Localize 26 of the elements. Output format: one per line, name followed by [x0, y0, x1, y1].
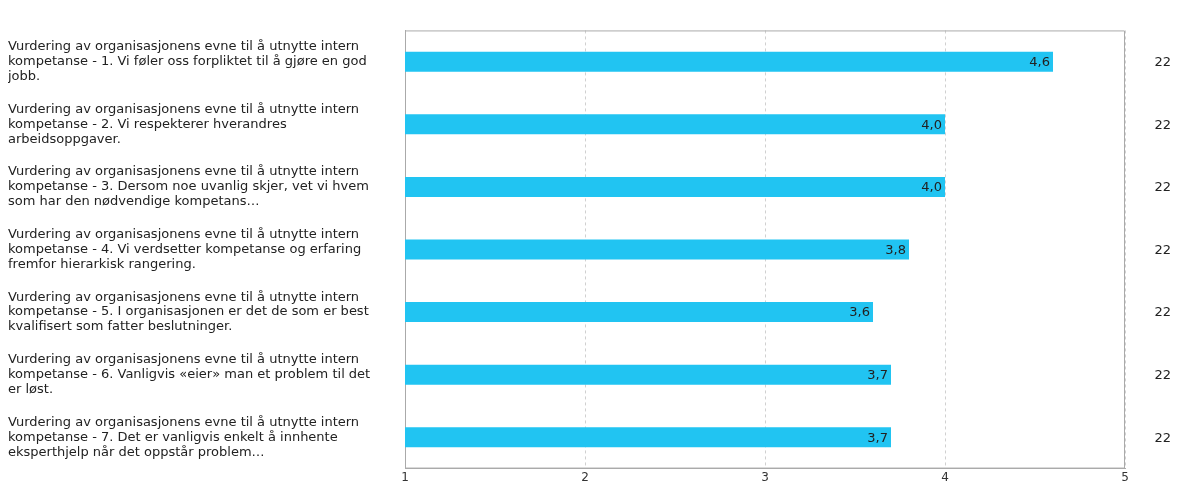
data-label: 3,7 — [867, 367, 888, 383]
text: 22 — [1154, 179, 1171, 195]
text: 22 — [1154, 367, 1171, 383]
text: 22 — [1154, 429, 1171, 445]
x-tick-label: 1 — [401, 469, 409, 484]
y-tick-label: Vurdering av organisasjonens evne til å utnytte intern kompetanse - 4. Vi verdsetter kompetanse og erfaring fremfor hierarkisk rangering. — [8, 225, 362, 271]
data-label: 4,6 — [1029, 54, 1050, 70]
y-tick-label: Vurdering av organisasjonens evne til å utnytte intern kompetanse - 5. I organisasjonen er det de som er best kvalifisert som fatter beslutninger. — [8, 288, 369, 334]
text: 22 — [1154, 241, 1171, 257]
data-label: 3,8 — [885, 241, 906, 257]
x-tick-label: 5 — [1121, 469, 1129, 484]
data-label: 3,7 — [867, 429, 888, 445]
x-tick-label: 3 — [761, 469, 769, 484]
text: 22 — [1154, 116, 1171, 132]
x-tick-label: 2 — [581, 469, 589, 484]
y-tick-label: Vurdering av organisasjonens evne til å utnytte intern kompetanse - 1. Vi føler oss forpliktet til å gjøre en god jobb. — [7, 38, 367, 84]
text: 22 — [1154, 54, 1171, 70]
data-label: 3,6 — [849, 304, 870, 320]
text: 22 — [1154, 304, 1171, 320]
y-tick-label: Vurdering av organisasjonens evne til å utnytte intern kompetanse - 3. Dersom noe uvanlig skjer, vet vi hvem som har den nødvendige kompetans… — [8, 163, 369, 209]
x-tick-label: 4 — [941, 469, 949, 484]
y-tick-label: Vurdering av organisasjonens evne til å utnytte intern kompetanse - 7. Det er vanligvis enkelt å innhente eksperthjelp når det oppstår problem… — [8, 413, 360, 459]
y-tick-label: Vurdering av organisasjonens evne til å utnytte intern kompetanse - 2. Vi respekterer hverandres arbeidsoppgaver. — [8, 100, 360, 146]
data-label: 4,0 — [921, 116, 942, 132]
data-label: 4,0 — [921, 179, 942, 195]
y-tick-label: Vurdering av organisasjonens evne til å utnytte intern kompetanse - 6. Vanligvis «eier» man et problem til det er løst. — [8, 351, 371, 397]
